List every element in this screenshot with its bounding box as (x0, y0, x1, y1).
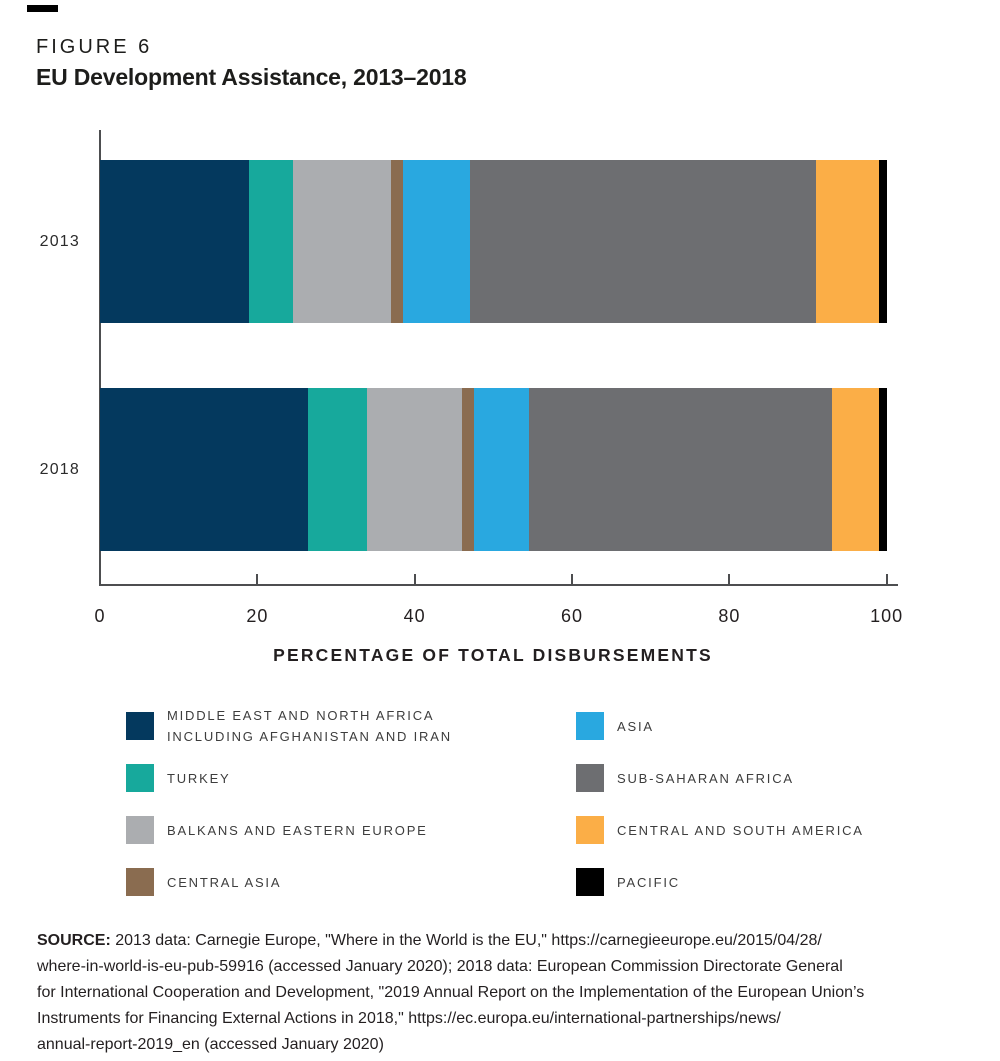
legend-swatch (126, 764, 154, 792)
x-axis-tick-label: 80 (718, 606, 741, 626)
legend-swatch (126, 712, 154, 740)
legend-label-line: CENTRAL AND SOUTH AMERICA (617, 822, 864, 838)
bar-segment (878, 388, 887, 551)
bar-segment (249, 160, 293, 323)
bar-segment (473, 388, 529, 551)
legend-label-line: CENTRAL ASIA (167, 874, 282, 890)
legend-item: CENTRAL AND SOUTH AMERICA (576, 816, 864, 844)
legend-item: CENTRAL ASIA (126, 868, 281, 896)
bar-segment (878, 160, 887, 323)
source-line: 2013 data: Carnegie Europe, "Where in th… (115, 932, 822, 949)
bar-segment (528, 388, 832, 551)
category-label: 2013 (39, 232, 80, 250)
legend-label: CENTRAL AND SOUTH AMERICA (617, 820, 864, 841)
legend-label: BALKANS AND EASTERN EUROPE (167, 820, 428, 841)
source-line: for International Cooperation and Develo… (37, 984, 865, 1001)
legend-label: PACIFIC (617, 872, 680, 893)
legend-swatch (576, 712, 604, 740)
legend-label-line: TURKEY (167, 770, 231, 786)
legend-swatch (126, 868, 154, 896)
bar-segment (402, 160, 470, 323)
legend-label-line: SUB-SAHARAN AFRICA (617, 770, 794, 786)
x-axis-tick (728, 574, 731, 586)
x-axis-tick-label: 20 (246, 606, 269, 626)
x-axis-tick (256, 574, 259, 586)
bar-segment (391, 160, 403, 323)
legend-label-line: INCLUDING AFGHANISTAN AND IRAN (167, 729, 452, 744)
stacked-bar-2013 (100, 160, 887, 323)
legend-item: TURKEY (126, 764, 231, 792)
bar-segment (308, 388, 368, 551)
legend-item: ASIA (576, 712, 654, 740)
x-axis-tick (413, 574, 416, 586)
legend-label: TURKEY (167, 768, 231, 789)
legend-swatch (576, 868, 604, 896)
legend-label: SUB-SAHARAN AFRICA (617, 768, 794, 789)
bar-segment (100, 160, 250, 323)
legend-label: CENTRAL ASIA (167, 872, 281, 893)
x-axis-tick (885, 574, 888, 586)
bar-segment (367, 388, 462, 551)
source-line: annual-report-2019_en (accessed January … (37, 1036, 384, 1053)
legend-item: SUB-SAHARAN AFRICA (576, 764, 794, 792)
category-label: 2018 (39, 460, 80, 478)
bar-segment (292, 160, 392, 323)
legend-item: MIDDLE EAST AND NORTH AFRICA INCLUDING AF… (126, 708, 452, 744)
bar-segment (815, 160, 879, 323)
y-axis (99, 130, 101, 586)
legend-item: BALKANS AND EASTERN EUROPE (126, 816, 428, 844)
source-line: Instruments for Financing External Actio… (37, 1010, 781, 1027)
source-note: SOURCE: 2013 data: Carnegie Europe, "Whe… (37, 928, 937, 1058)
x-axis-tick-label: 100 (870, 606, 904, 626)
x-axis-title: PERCENTAGE OF TOTAL DISBURSEMENTS (273, 645, 713, 665)
legend-label: MIDDLE EAST AND NORTH AFRICA INCLUDING AF… (167, 705, 452, 747)
legend-label-line: ASIA (617, 718, 654, 734)
bar-segment (100, 388, 309, 551)
bar-segment (831, 388, 879, 551)
legend-swatch (126, 816, 154, 844)
legend-label-line: BALKANS AND EASTERN EUROPE (167, 822, 428, 838)
bar-segment (461, 388, 474, 551)
x-axis-tick-label: 60 (561, 606, 584, 626)
x-axis-tick (571, 574, 574, 586)
page-corner-mark (27, 5, 58, 12)
source-line: where-in-world-is-eu-pub-59916 (accessed… (37, 958, 843, 975)
legend-swatch (576, 764, 604, 792)
source-label: SOURCE: (37, 932, 111, 949)
legend-label-line: MIDDLE EAST AND NORTH AFRICA (167, 708, 435, 723)
figure-title: EU Development Assistance, 2013–2018 (36, 64, 467, 90)
plot-area: 0 20 40 60 80 100 2013 2018 (39, 130, 904, 626)
legend-swatch (576, 816, 604, 844)
x-axis-tick-label: 40 (403, 606, 426, 626)
figure-label: FIGURE 6 (36, 36, 153, 58)
x-axis-tick-label: 0 (94, 606, 106, 626)
x-axis-tick (99, 574, 101, 586)
legend-label-line: PACIFIC (617, 874, 680, 890)
legend-item: PACIFIC (576, 868, 680, 896)
bar-segment (469, 160, 816, 323)
stacked-bar-2018 (100, 388, 887, 551)
legend-label: ASIA (617, 716, 654, 737)
x-axis (99, 584, 898, 586)
